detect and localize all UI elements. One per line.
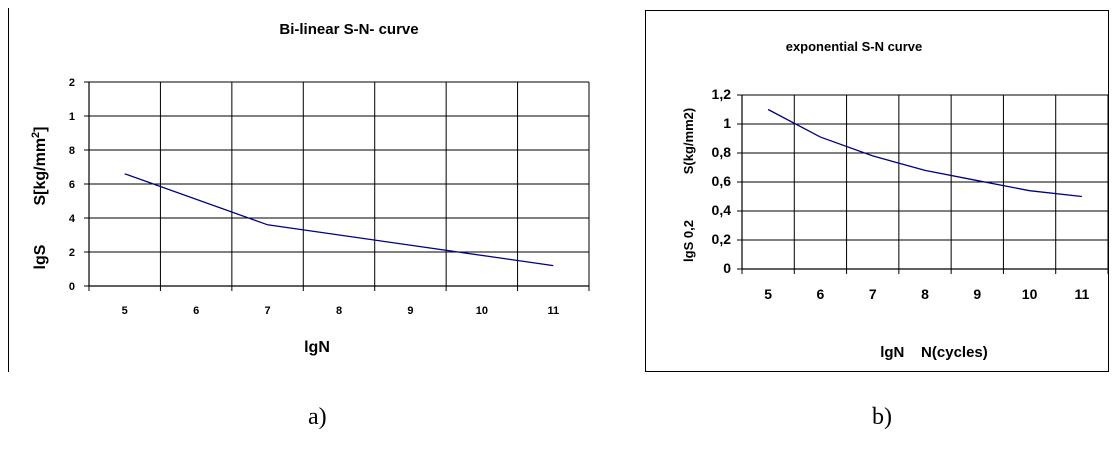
x-tick-label: 5	[764, 286, 772, 302]
y-tick-label: 4	[69, 213, 76, 225]
x-tick-label: 6	[817, 286, 825, 302]
y-tick-label: 0,8	[712, 144, 732, 160]
x-tick-label: 10	[476, 305, 488, 317]
x-tick-label: 11	[547, 305, 559, 317]
x-tick-label: 9	[407, 305, 413, 317]
x-tick-label: 7	[265, 305, 271, 317]
y-tick-label: 1	[69, 111, 75, 123]
chart-a-y-label-1: lgS	[32, 244, 49, 269]
y-tick-label: 1,2	[712, 86, 732, 102]
chart-b-x-label: lgN N(cycles)	[880, 344, 988, 361]
y-tick-label: 1	[723, 115, 731, 131]
caption-b: b)	[872, 404, 892, 430]
series-line	[124, 173, 554, 267]
y-tick-label: 0,6	[712, 173, 732, 189]
chart-a-title: Bi-linear S-N- curve	[279, 21, 418, 38]
chart-a: Bi-linear S-N- curve lgS S[kg/mm2] lgN 0…	[8, 8, 631, 372]
chart-b-svg: exponential S-N curve lgS 0,2 S(kg/mm2) …	[681, 39, 1109, 361]
x-tick-label: 8	[336, 305, 342, 317]
x-tick-label: 7	[869, 286, 877, 302]
chart-a-x-label: lgN	[304, 339, 330, 356]
x-tick-label: 8	[921, 286, 929, 302]
chart-a-plot: 0 2 4 6 8 1 2 5 6 7 8 9 10 11	[69, 77, 590, 317]
chart-a-y-label-2: S[kg/mm2]	[30, 126, 49, 205]
chart-a-svg: Bi-linear S-N- curve lgS S[kg/mm2] lgN 0…	[30, 21, 590, 356]
chart-b: exponential S-N curve lgS 0,2 S(kg/mm2) …	[645, 10, 1109, 372]
y-tick-label: 0	[69, 281, 75, 293]
chart-b-y-label-1: lgS 0,2	[681, 220, 696, 262]
caption-a: a)	[308, 404, 327, 430]
x-tick-label: 9	[973, 286, 981, 302]
x-tick-label: 11	[1074, 286, 1089, 302]
y-tick-label: 0,2	[712, 231, 732, 247]
x-tick-label: 10	[1022, 286, 1038, 302]
x-tick-label: 5	[122, 305, 128, 317]
y-tick-label: 8	[69, 145, 75, 157]
y-tick-label: 0	[723, 260, 731, 276]
y-tick-label: 2	[69, 247, 75, 259]
y-tick-label: 6	[69, 179, 75, 191]
chart-b-y-label-2: S(kg/mm2)	[681, 108, 696, 174]
y-tick-label: 2	[69, 77, 75, 89]
chart-b-plot: 0 0,2 0,4 0,6 0,8 1 1,2 5 6 7 8 9 10 11	[712, 86, 1109, 302]
x-tick-label: 6	[193, 305, 199, 317]
series-line	[767, 108, 1082, 198]
chart-b-title: exponential S-N curve	[786, 39, 923, 54]
y-tick-label: 0,4	[712, 202, 732, 218]
